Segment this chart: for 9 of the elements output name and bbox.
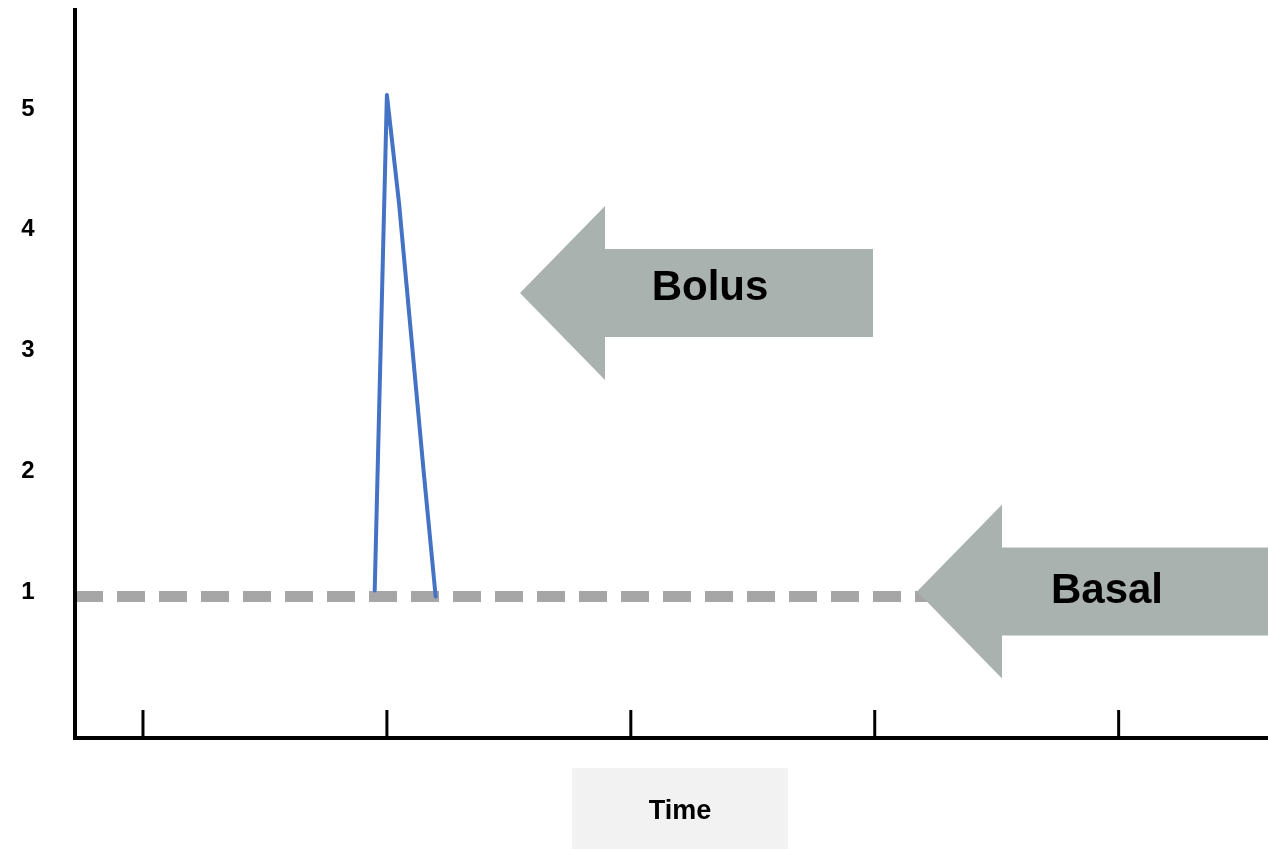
y-tick-label: 2 (21, 456, 35, 484)
y-tick-label: 4 (21, 214, 36, 242)
y-tick-label: 1 (21, 576, 35, 604)
annotation: Bolus (651, 261, 769, 309)
y-tick-label: 3 (21, 335, 35, 363)
y-tick-label: 5 (21, 93, 35, 121)
line-series (372, 93, 438, 599)
ref-line-label: Basal (1050, 565, 1164, 613)
x-axis-title: Time (648, 795, 712, 826)
